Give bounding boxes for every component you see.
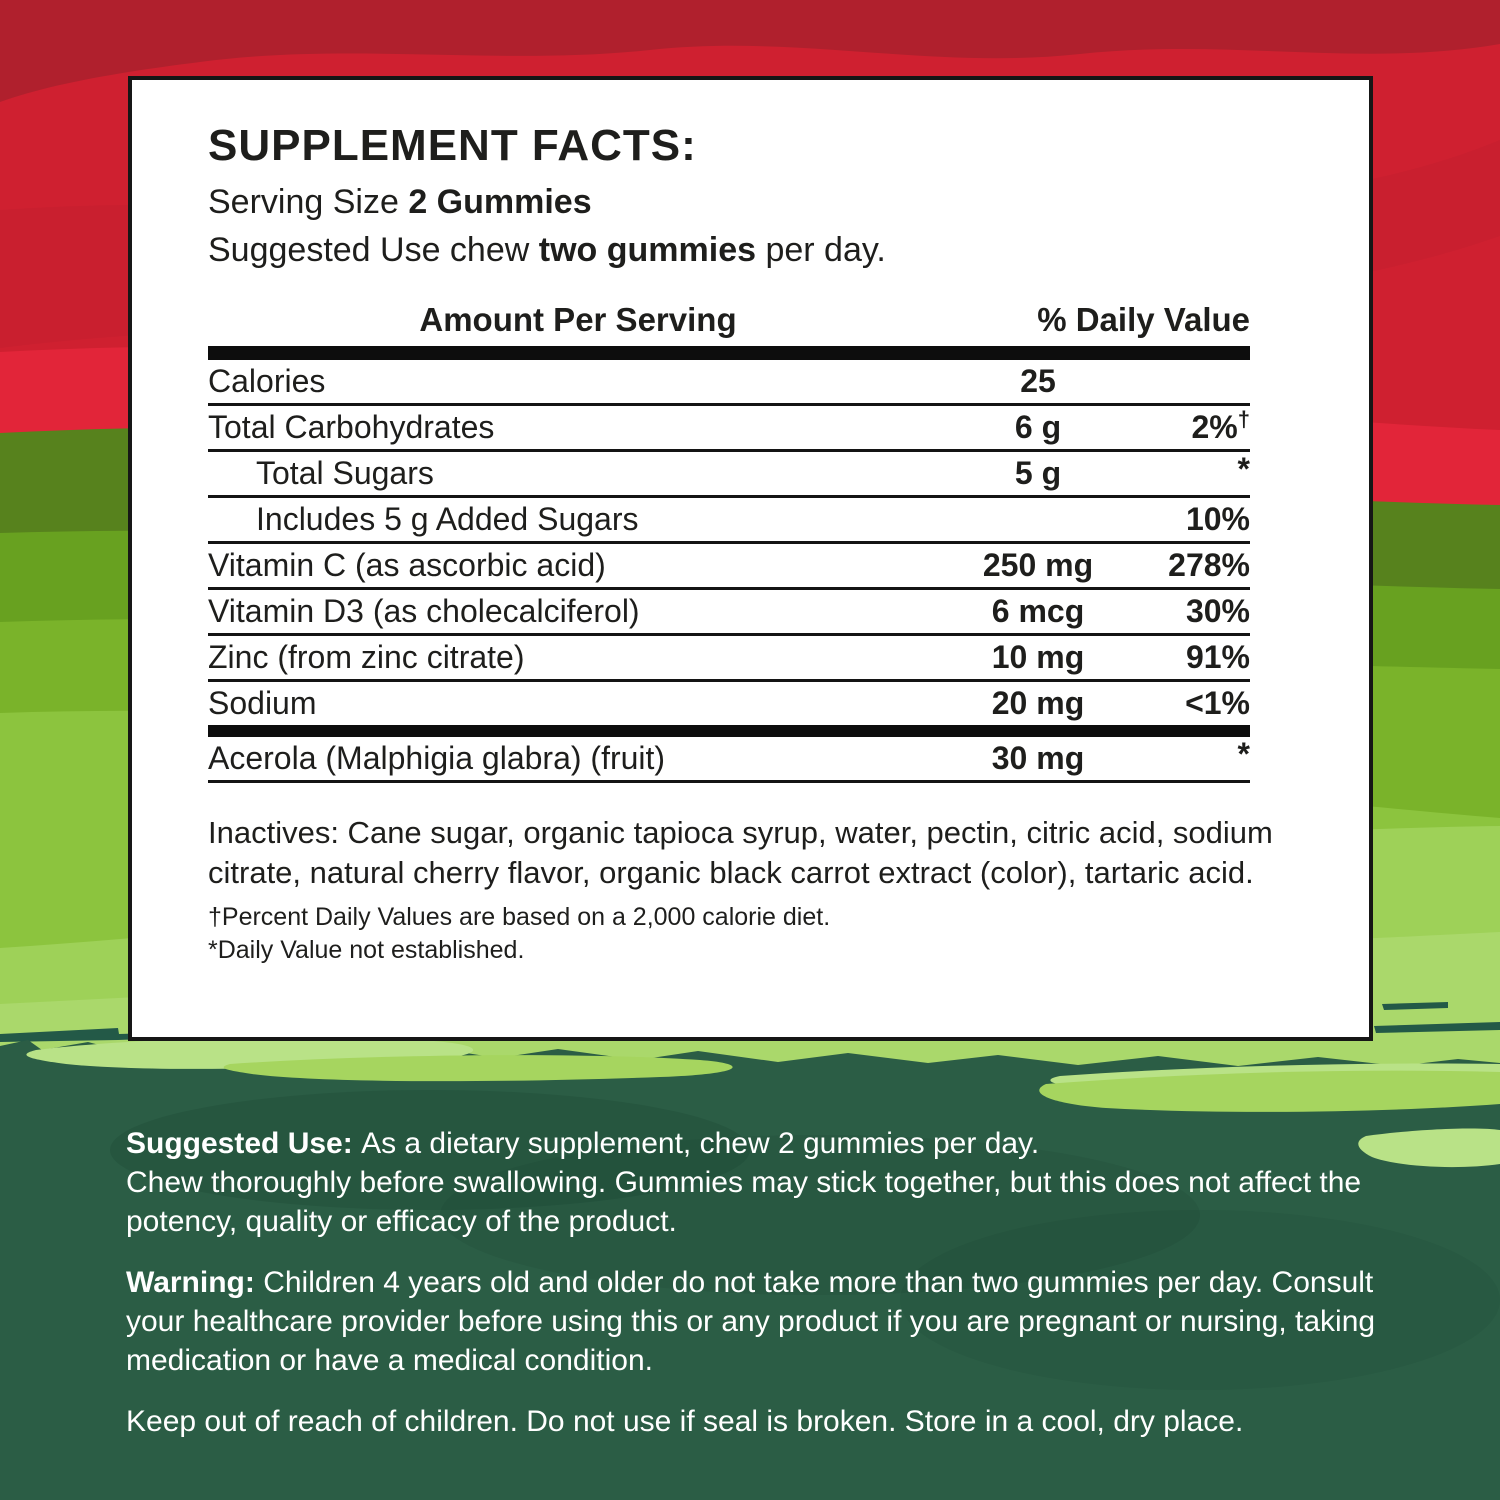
nutrient-dv: 30%: [1185, 593, 1250, 629]
serving-size-value: 2 Gummies: [408, 183, 592, 221]
suggested-use-line1: As a dietary supplement, chew 2 gummies …: [361, 1127, 1040, 1160]
warning-label: Warning:: [126, 1266, 264, 1299]
nutrient-dv: *: [1237, 736, 1250, 772]
facts-table: Amount Per Serving % Daily Value Calorie…: [208, 300, 1250, 783]
nutrient-name: Includes 5 g Added Sugars: [256, 501, 639, 537]
nutrient-amount: 6 mcg: [991, 593, 1085, 629]
warning-paragraph: Warning: Children 4 years old and older …: [126, 1263, 1378, 1380]
col-amount-per-serving: Amount Per Serving: [419, 301, 737, 338]
use-suffix: per day.: [756, 231, 886, 269]
nutrient-amount: 5 g: [1014, 455, 1062, 491]
col-daily-value: % Daily Value: [1037, 301, 1250, 338]
nutrient-dv: 10%: [1185, 501, 1250, 537]
nutrient-name: Zinc (from zinc citrate): [208, 639, 525, 675]
nutrient-dv: 91%: [1185, 639, 1250, 675]
use-prefix: Suggested Use chew: [208, 231, 539, 269]
nutrient-amount: 20 mg: [991, 685, 1085, 721]
supplement-facts-card: SUPPLEMENT FACTS: Serving Size 2 Gummies…: [128, 76, 1373, 1041]
table-row-vitamin-d3: Vitamin D3 (as cholecalciferol) 6 mcg 30…: [208, 590, 1250, 636]
suggested-use-line: Suggested Use chew two gummies per day.: [208, 226, 1297, 274]
inactives-text: Inactives: Cane sugar, organic tapioca s…: [208, 815, 1273, 890]
table-row-total-carbohydrates: Total Carbohydrates 6 g 2%†: [208, 406, 1250, 452]
nutrient-name: Total Carbohydrates: [208, 409, 495, 445]
dv-value: 2%: [1191, 409, 1238, 445]
footnote-daily-values: †Percent Daily Values are based on a 2,0…: [208, 903, 831, 931]
nutrient-dv: <1%: [1185, 685, 1250, 721]
panel-title: SUPPLEMENT FACTS:: [208, 121, 697, 170]
nutrient-name: Vitamin D3 (as cholecalciferol): [208, 593, 640, 629]
nutrient-name: Calories: [208, 363, 326, 399]
table-row-sodium: Sodium 20 mg <1%: [208, 682, 1250, 737]
warning-text: Children 4 years old and older do not ta…: [126, 1266, 1376, 1377]
nutrient-name: Acerola (Malphigia glabra) (fruit): [208, 740, 666, 776]
nutrient-name: Sodium: [208, 685, 317, 721]
table-header: Amount Per Serving % Daily Value: [208, 300, 1250, 340]
nutrient-name: Vitamin C (as ascorbic acid): [208, 547, 606, 583]
nutrient-dv: 2%†: [1128, 408, 1251, 445]
table-row-total-sugars: Total Sugars 5 g *: [208, 452, 1250, 498]
storage-paragraph: Keep out of reach of children. Do not us…: [126, 1405, 1244, 1438]
header-divider-bar: [208, 346, 1250, 360]
suggested-use-paragraph: Suggested Use: As a dietary supplement, …: [126, 1124, 1378, 1241]
nutrient-name: Total Sugars: [256, 455, 434, 491]
suggested-use-label: Suggested Use:: [126, 1127, 362, 1160]
table-row-vitamin-c: Vitamin C (as ascorbic acid) 250 mg 278%: [208, 544, 1250, 590]
nutrient-dv: 278%: [1168, 547, 1250, 583]
dagger-mark: †: [1237, 406, 1250, 432]
serving-size-line: Serving Size 2 Gummies: [208, 178, 1297, 226]
nutrient-amount: 6 g: [1014, 409, 1062, 445]
table-row-added-sugars: Includes 5 g Added Sugars 10%: [208, 498, 1250, 544]
footnote-not-established: *Daily Value not established.: [208, 936, 525, 964]
table-row-zinc: Zinc (from zinc citrate) 10 mg 91%: [208, 636, 1250, 682]
table-row-calories: Calories 25: [208, 360, 1250, 406]
nutrient-amount: 30 mg: [991, 740, 1085, 776]
suggested-use-rest: Chew thoroughly before swallowing. Gummi…: [126, 1166, 1362, 1238]
serving-size-label: Serving Size: [208, 183, 409, 221]
bottom-copy: Suggested Use: As a dietary supplement, …: [126, 1124, 1378, 1463]
footnotes: †Percent Daily Values are based on a 2,0…: [208, 901, 1297, 967]
nutrient-amount: 250 mg: [982, 547, 1094, 583]
nutrient-amount: 25: [1020, 363, 1056, 399]
nutrient-dv: *: [1237, 451, 1250, 487]
nutrient-amount: 10 mg: [991, 639, 1085, 675]
table-row-acerola: Acerola (Malphigia glabra) (fruit) 30 mg…: [208, 737, 1250, 783]
use-bold: two gummies: [538, 231, 757, 269]
